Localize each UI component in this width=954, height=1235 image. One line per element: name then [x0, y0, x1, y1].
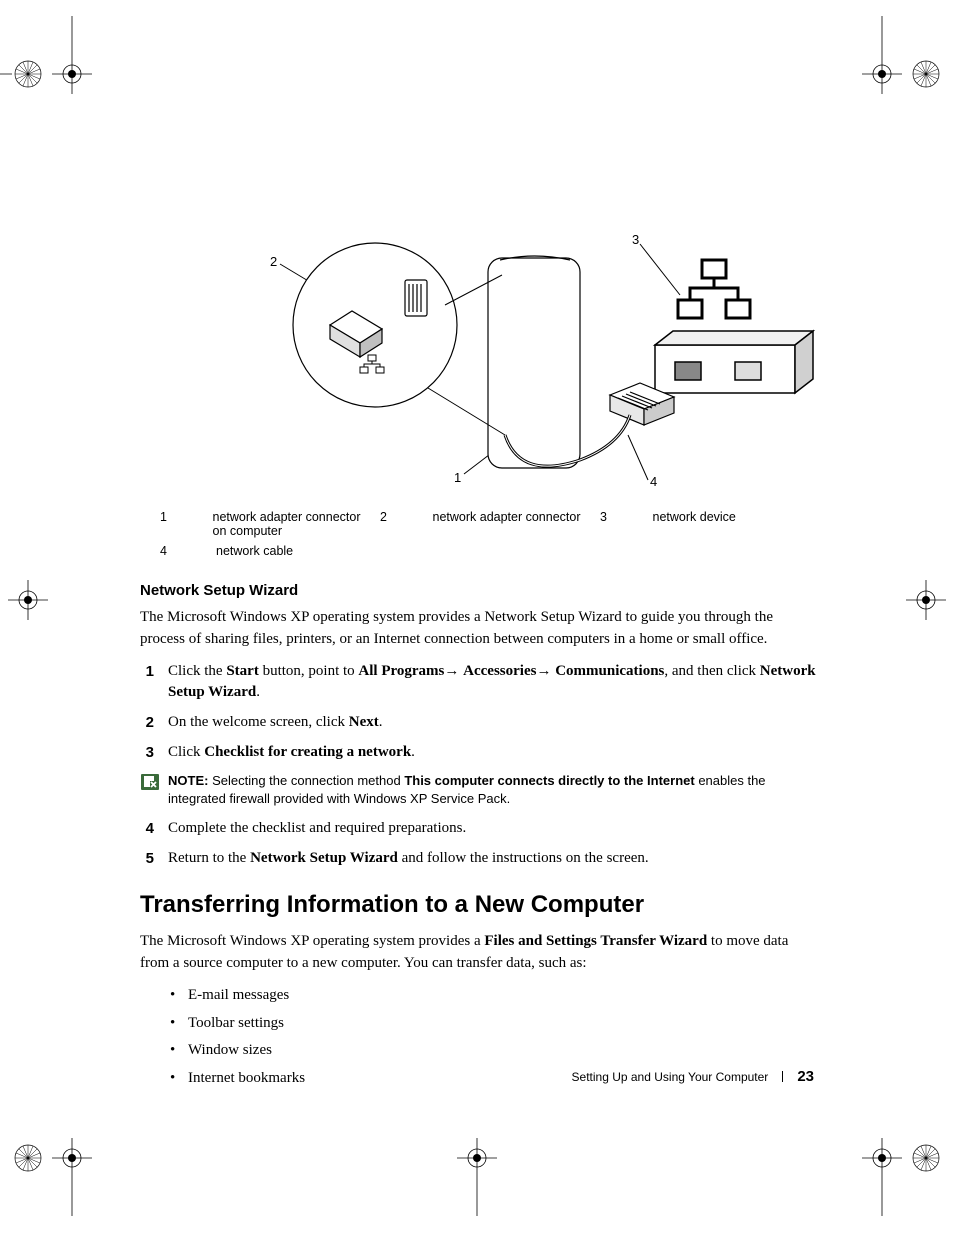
step-number: 5 — [138, 848, 168, 870]
page-content: 2 3 1 4 1 network adapter connector on c… — [140, 230, 820, 1096]
legend-text: network cable — [216, 544, 394, 558]
section1-para: The Microsoft Windows XP operating syste… — [140, 607, 820, 651]
note-text: NOTE: Selecting the connection method Th… — [168, 772, 820, 808]
bullet-item: Window sizes — [170, 1040, 820, 1062]
legend-num: 2 — [380, 510, 433, 538]
step-body: Click the Start button, point to All Pro… — [168, 661, 820, 705]
diagram-legend: 1 network adapter connector on computer … — [160, 510, 820, 558]
step-4: 4 Complete the checklist and required pr… — [140, 818, 820, 840]
bullet-item: Toolbar settings — [170, 1013, 820, 1035]
callout-2: 2 — [270, 254, 277, 269]
step-body: Return to the Network Setup Wizard and f… — [168, 848, 820, 870]
section-heading-network-setup: Network Setup Wizard — [140, 582, 820, 599]
network-diagram: 2 3 1 4 — [200, 230, 820, 490]
steps-list-continued: 4 Complete the checklist and required pr… — [140, 818, 820, 870]
callout-3: 3 — [632, 232, 639, 247]
footer-chapter: Setting Up and Using Your Computer — [572, 1070, 769, 1084]
step-body: On the welcome screen, click Next. — [168, 712, 820, 734]
step-body: Click Checklist for creating a network. — [168, 742, 820, 764]
legend-text: network adapter connector — [433, 510, 601, 538]
bullet-item: E-mail messages — [170, 985, 820, 1007]
page-footer: Setting Up and Using Your Computer 23 — [572, 1068, 814, 1085]
steps-list: 1 Click the Start button, point to All P… — [140, 661, 820, 764]
callout-1: 1 — [454, 470, 461, 485]
legend-num: 3 — [600, 510, 653, 538]
step-number: 3 — [138, 742, 168, 764]
step-number: 1 — [138, 661, 168, 705]
legend-num: 1 — [160, 510, 213, 538]
step-3: 3 Click Checklist for creating a network… — [140, 742, 820, 764]
note-icon — [140, 773, 160, 791]
step-body: Complete the checklist and required prep… — [168, 818, 820, 840]
h1-transferring-info: Transferring Information to a New Comput… — [140, 891, 820, 919]
legend-text: network device — [653, 510, 821, 538]
callout-4: 4 — [650, 474, 657, 489]
legend-num: 4 — [160, 544, 216, 558]
step-5: 5 Return to the Network Setup Wizard and… — [140, 848, 820, 870]
footer-page-number: 23 — [797, 1068, 814, 1085]
step-1: 1 Click the Start button, point to All P… — [140, 661, 820, 705]
step-number: 4 — [138, 818, 168, 840]
note-block: NOTE: Selecting the connection method Th… — [140, 772, 820, 808]
legend-text: network adapter connector on computer — [213, 510, 381, 538]
step-2: 2 On the welcome screen, click Next. — [140, 712, 820, 734]
section2-para: The Microsoft Windows XP operating syste… — [140, 931, 820, 975]
step-number: 2 — [138, 712, 168, 734]
footer-divider — [782, 1071, 783, 1082]
